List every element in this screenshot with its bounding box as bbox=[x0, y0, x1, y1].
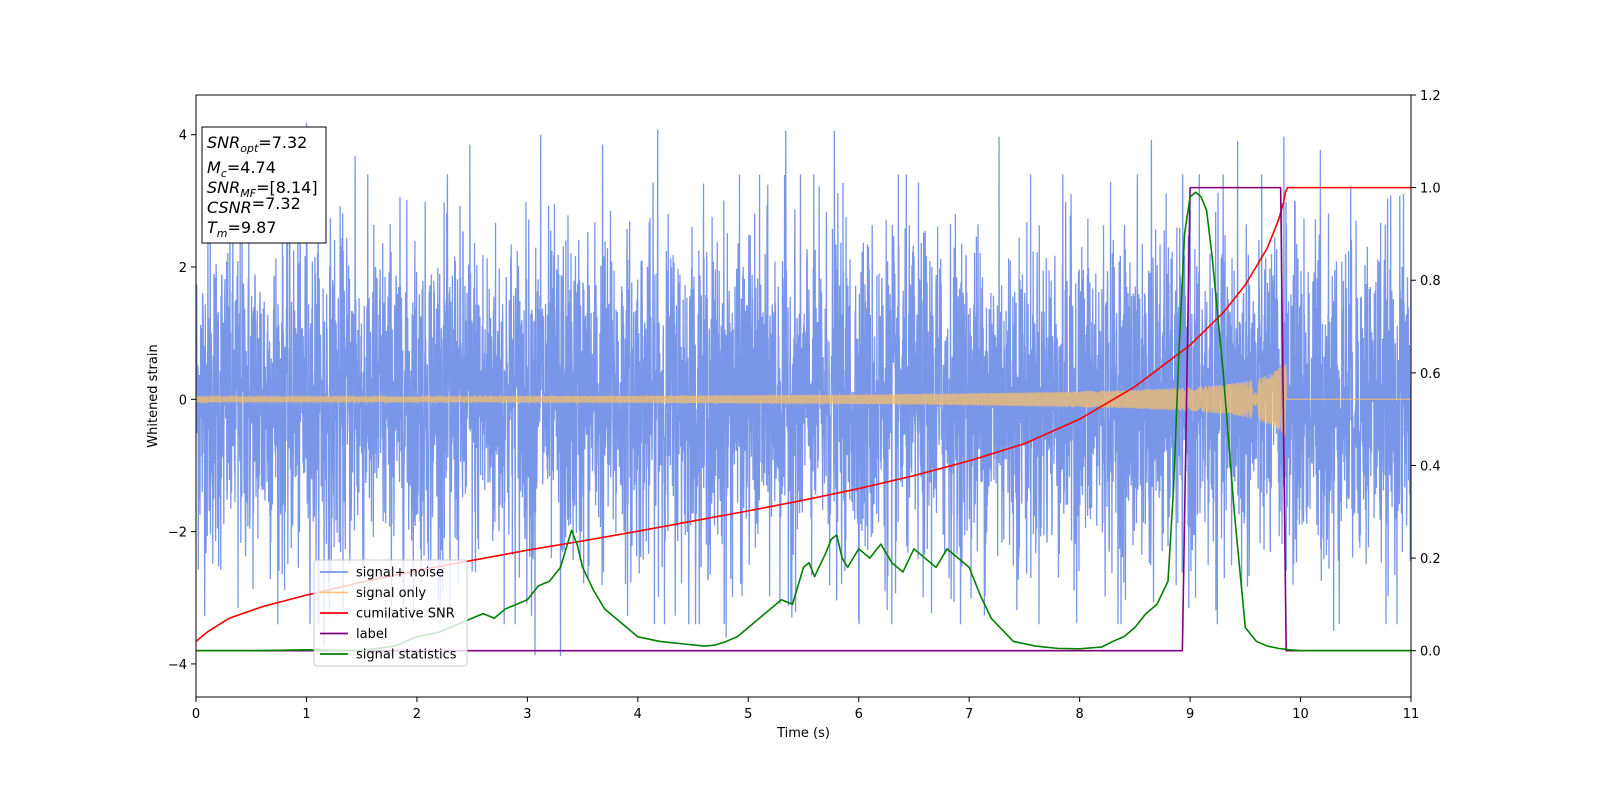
y-right-tick-label: 0.2 bbox=[1420, 552, 1441, 567]
y-axis-right: 0.0 0.2 0.4 0.6 0.8 1.0 1.2 bbox=[1411, 89, 1441, 660]
y-right-tick-label: 1.2 bbox=[1420, 89, 1441, 104]
x-tick-label: 6 bbox=[855, 707, 863, 722]
annotation-csnr-value: =7.32 bbox=[252, 194, 301, 213]
legend-label: signal statistics bbox=[356, 648, 457, 663]
y-right-tick-label: 0.0 bbox=[1420, 645, 1441, 660]
annotation-box: SNRopt=7.32 Mc=4.74 SNRMF=[8.14] CSNR=7.… bbox=[201, 126, 327, 244]
y-right-tick-label: 0.8 bbox=[1420, 274, 1441, 289]
annotation-snr-opt: SNRopt=7.32 bbox=[207, 133, 307, 155]
annotation-tm-value: =9.87 bbox=[228, 218, 277, 237]
annotation-snr-opt-value: =7.32 bbox=[258, 133, 307, 152]
y-left-tick-label: 2 bbox=[179, 261, 187, 276]
x-tick-label: 0 bbox=[192, 707, 200, 722]
x-tick-label: 10 bbox=[1292, 707, 1309, 722]
annotation-snr-mf-value: =[8.14] bbox=[256, 178, 318, 197]
legend-label: cumilative SNR bbox=[356, 607, 455, 622]
x-tick-label: 8 bbox=[1075, 707, 1083, 722]
x-tick-label: 7 bbox=[965, 707, 973, 722]
annotation-tm-name: T bbox=[207, 218, 218, 237]
annotation-tm-sub: m bbox=[217, 227, 228, 240]
legend-label: label bbox=[356, 627, 387, 642]
annotation-snr-mf-sub: MF bbox=[240, 187, 256, 200]
annotation-snr-mf: SNRMF=[8.14] bbox=[207, 178, 318, 200]
x-tick-label: 3 bbox=[523, 707, 531, 722]
y-axis-left: −4 −2 0 2 4 bbox=[168, 129, 196, 673]
y-left-tick-label: 4 bbox=[179, 129, 187, 144]
annotation-mc: Mc=4.74 bbox=[207, 158, 276, 180]
x-tick-label: 4 bbox=[634, 707, 642, 722]
annotation-mc-value: =4.74 bbox=[227, 158, 276, 177]
annotation-snr-opt-name: SNR bbox=[207, 133, 240, 152]
x-tick-label: 5 bbox=[744, 707, 752, 722]
annotation-mc-name: M bbox=[207, 158, 221, 177]
y-left-tick-label: 0 bbox=[179, 393, 187, 408]
x-tick-label: 9 bbox=[1186, 707, 1194, 722]
annotation-snr-mf-name: SNR bbox=[207, 178, 240, 197]
legend-label: signal+ noise bbox=[356, 566, 444, 581]
annotation-mc-sub: c bbox=[221, 167, 227, 180]
x-tick-label: 11 bbox=[1403, 707, 1420, 722]
annotation-csnr: CSNR=7.32 bbox=[207, 194, 301, 217]
y-axis-left-title: Whitened strain bbox=[146, 344, 161, 447]
y-right-tick-label: 0.6 bbox=[1420, 367, 1441, 382]
legend-label: signal only bbox=[356, 586, 426, 601]
series-signal-only-line bbox=[196, 363, 1411, 438]
y-left-tick-label: −2 bbox=[168, 526, 187, 541]
series-signal-statistics-line bbox=[196, 191, 1411, 652]
x-tick-label: 1 bbox=[302, 707, 310, 722]
y-right-tick-label: 0.4 bbox=[1420, 459, 1441, 474]
x-tick-label: 2 bbox=[413, 707, 421, 722]
annotation-snr-opt-sub: opt bbox=[240, 142, 259, 155]
x-axis-title: Time (s) bbox=[776, 726, 830, 741]
legend: signal+ noise signal only cumilative SNR la… bbox=[313, 559, 468, 667]
annotation-csnr-name: CSNR bbox=[207, 198, 252, 217]
annotation-tm: Tm=9.87 bbox=[207, 218, 277, 240]
y-left-tick-label: −4 bbox=[168, 658, 187, 673]
y-right-tick-label: 1.0 bbox=[1420, 182, 1441, 197]
plot-frame bbox=[195, 94, 1412, 698]
x-axis: 0 1 2 3 4 5 6 7 8 9 10 11 bbox=[192, 697, 1419, 722]
